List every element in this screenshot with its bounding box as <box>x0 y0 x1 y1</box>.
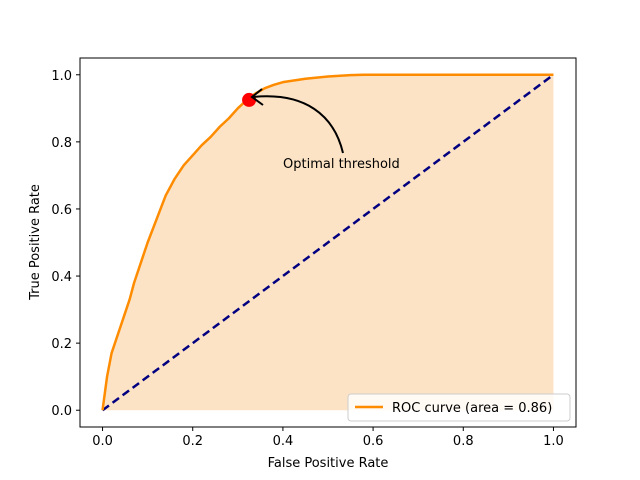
x-axis-label: False Positive Rate <box>268 456 389 471</box>
y-tick-label: 0.4 <box>51 270 72 285</box>
annotation-arrow <box>252 95 344 154</box>
x-tick-label: 0.0 <box>92 434 113 449</box>
x-axis-ticks: 0.0 0.2 0.4 0.6 0.8 1.0 <box>92 427 564 449</box>
annotation-text: Optimal threshold <box>283 157 400 172</box>
x-tick-label: 0.2 <box>182 434 203 449</box>
y-tick-label: 1.0 <box>51 69 72 84</box>
y-tick-label: 0.0 <box>51 404 72 419</box>
legend-box <box>347 393 571 422</box>
series-layer <box>101 73 555 412</box>
y-tick-label: 0.8 <box>51 136 72 151</box>
y-tick-label: 0.6 <box>51 203 72 218</box>
legend-label: ROC curve (area = 0.86) <box>392 401 552 416</box>
legend: ROC curve (area = 0.86) <box>347 393 571 422</box>
roc-curve-line <box>101 73 554 411</box>
y-axis-label: True Positive Rate <box>28 184 43 301</box>
y-tick-label: 0.2 <box>51 337 72 352</box>
annotation-arrowhead <box>250 88 264 106</box>
x-tick-label: 0.6 <box>363 434 384 449</box>
x-tick-label: 0.4 <box>273 434 294 449</box>
plot-frame <box>79 57 577 428</box>
annotation-layer: Optimal threshold <box>250 88 400 172</box>
x-tick-label: 0.8 <box>453 434 474 449</box>
chance-diagonal-line <box>101 73 555 412</box>
y-axis-ticks: 0.0 0.2 0.4 0.6 0.8 1.0 <box>51 69 80 419</box>
x-tick-label: 1.0 <box>543 434 564 449</box>
